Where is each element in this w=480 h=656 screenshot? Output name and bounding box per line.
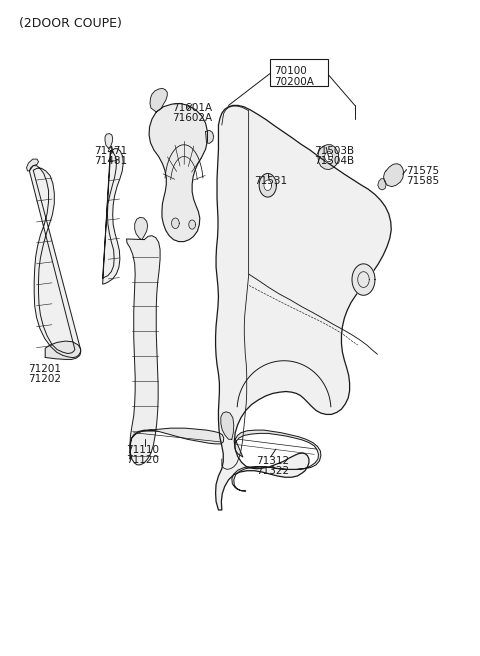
Polygon shape [324,152,332,162]
Text: 71503B: 71503B [314,146,354,156]
Text: 71531: 71531 [254,176,288,186]
Polygon shape [135,217,148,239]
Text: 70200A: 70200A [275,77,314,87]
Polygon shape [221,412,234,440]
Polygon shape [171,218,179,228]
FancyBboxPatch shape [270,59,328,87]
Text: 71202: 71202 [28,375,61,384]
Polygon shape [130,428,224,459]
Polygon shape [189,220,195,229]
Text: 71322: 71322 [256,466,289,476]
Text: (2DOOR COUPE): (2DOOR COUPE) [19,17,122,30]
Polygon shape [352,264,375,295]
Polygon shape [318,145,338,170]
Text: 71504B: 71504B [314,157,354,167]
Text: 71120: 71120 [126,455,159,465]
Polygon shape [127,236,160,465]
Text: 71201: 71201 [28,364,61,374]
Polygon shape [384,164,404,186]
Polygon shape [378,178,386,190]
Text: 71110: 71110 [126,445,159,455]
Polygon shape [259,174,276,197]
Polygon shape [45,341,81,359]
Polygon shape [205,131,214,144]
Text: 71585: 71585 [407,176,440,186]
Polygon shape [29,166,81,358]
Polygon shape [103,149,123,284]
Text: 71471: 71471 [95,146,128,156]
Text: 71575: 71575 [407,166,440,176]
Polygon shape [150,89,167,112]
Polygon shape [149,104,207,241]
Text: 71312: 71312 [256,456,289,466]
Text: 71601A: 71601A [172,103,212,113]
Polygon shape [105,134,113,149]
Polygon shape [216,106,391,510]
Polygon shape [26,159,38,171]
Text: 70100: 70100 [275,66,307,76]
Polygon shape [232,430,321,491]
Text: 71481: 71481 [95,157,128,167]
Text: 71602A: 71602A [172,113,212,123]
Polygon shape [264,180,272,190]
